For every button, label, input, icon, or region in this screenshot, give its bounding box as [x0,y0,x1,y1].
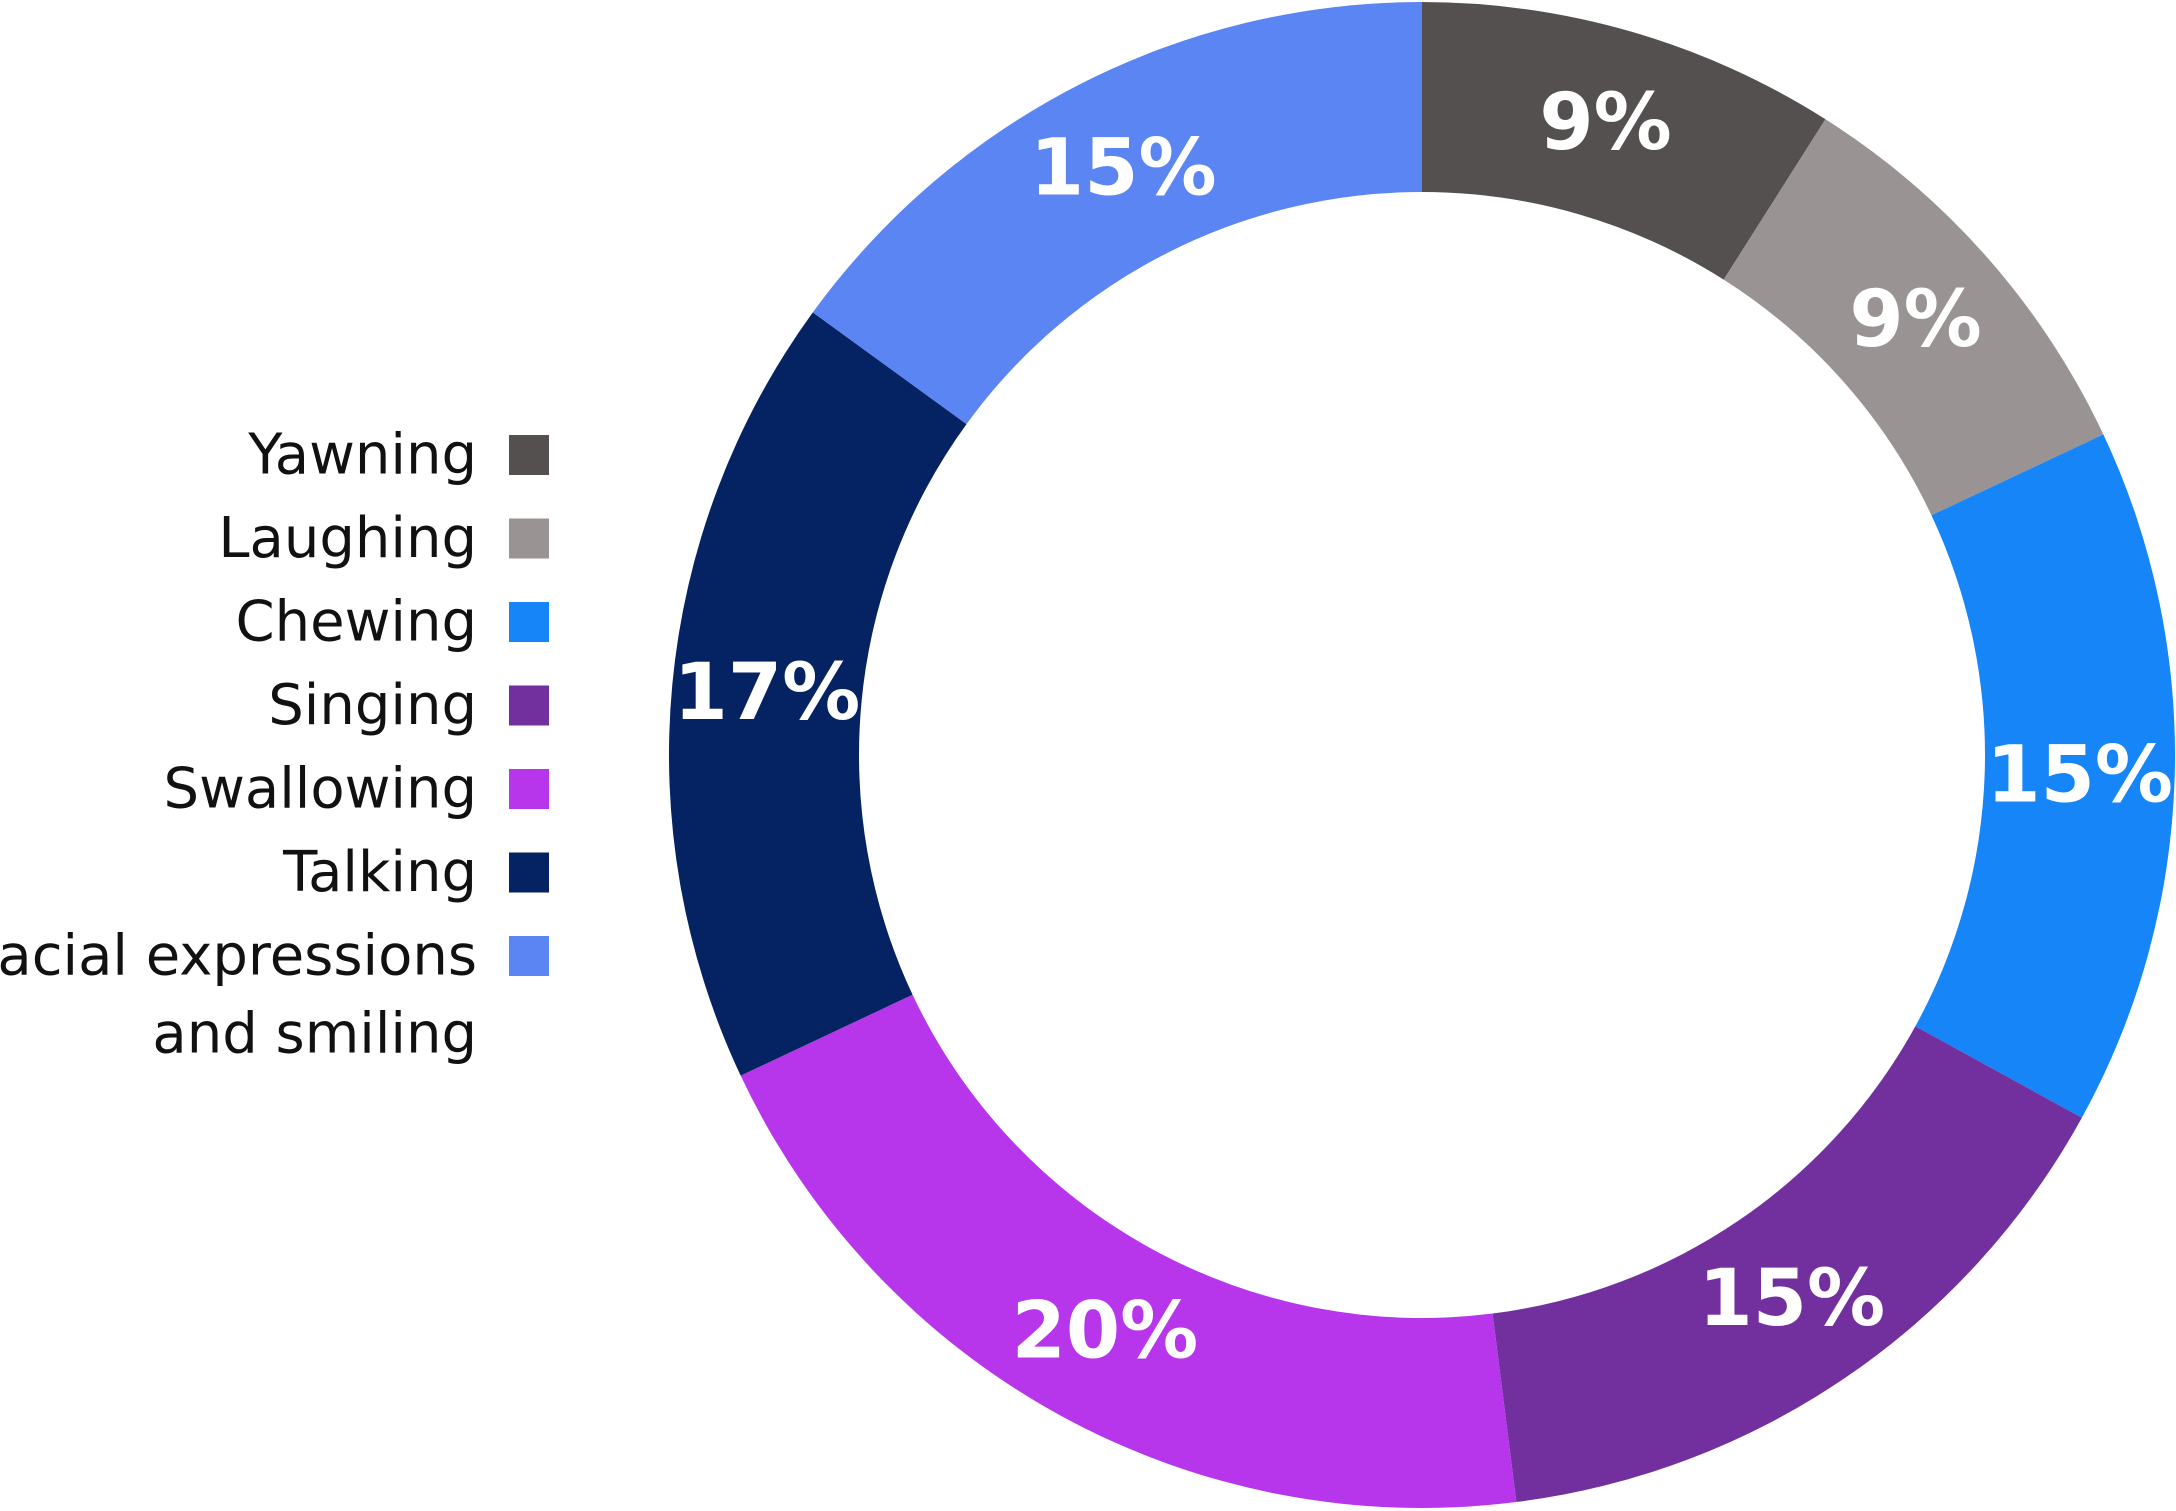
donut-slices [669,2,2175,1508]
legend-swatch-laughing [509,518,549,559]
legend-swatch-facial-expressions-and-smiling [509,936,549,976]
legend-swatch-yawning [509,435,549,475]
legend-item-laughing: Laughing [218,506,549,571]
donut-value-labels: 9% 9% 15% 15% 20% 17% 15% [674,78,2173,1376]
legend-swatch-talking [509,852,549,893]
legend-label-singing: Singing [268,673,477,738]
legend-swatch-singing [509,685,549,726]
legend-label-chewing: Chewing [236,590,477,655]
slice-singing [1492,1026,2082,1503]
slice-yawning [1422,2,1826,280]
legend-item-facial-expressions-and-smiling: Facial expressions and smiling [0,924,549,1067]
slice-label-laughing: 9% [1849,275,1981,365]
slice-label-facial-expressions-and-smiling: 15% [1030,124,1217,214]
slice-label-swallowing: 20% [1012,1287,1199,1377]
legend-item-chewing: Chewing [236,590,549,655]
legend-label-facial-expressions-and-smiling-line-1: Facial expressions [0,924,477,989]
legend-label-yawning: Yawning [247,423,477,488]
legend-label-facial-expressions-and-smiling-line-2: and smiling [152,1002,477,1067]
slice-label-talking: 17% [674,648,861,738]
legend-item-singing: Singing [268,673,549,738]
legend-label-talking: Talking [282,840,477,905]
legend-swatch-swallowing [509,769,549,809]
slice-chewing [1915,434,2175,1118]
slice-label-singing: 15% [1698,1254,1885,1344]
slice-swallowing [740,994,1517,1508]
legend-item-talking: Talking [282,840,549,905]
legend-swatch-chewing [509,602,549,642]
slice-talking [669,312,967,1076]
legend-item-yawning: Yawning [247,423,549,488]
legend-label-laughing: Laughing [218,506,477,571]
legend-label-swallowing: Swallowing [164,757,477,822]
slice-facial-expressions-and-smiling [812,2,1422,425]
slice-label-chewing: 15% [1986,731,2173,821]
slice-label-yawning: 9% [1539,78,1671,168]
chart-legend: Yawning Laughing Chewing Singing Swallowing T… [0,423,549,1067]
legend-item-swallowing: Swallowing [164,757,549,822]
slice-laughing [1723,119,2104,516]
